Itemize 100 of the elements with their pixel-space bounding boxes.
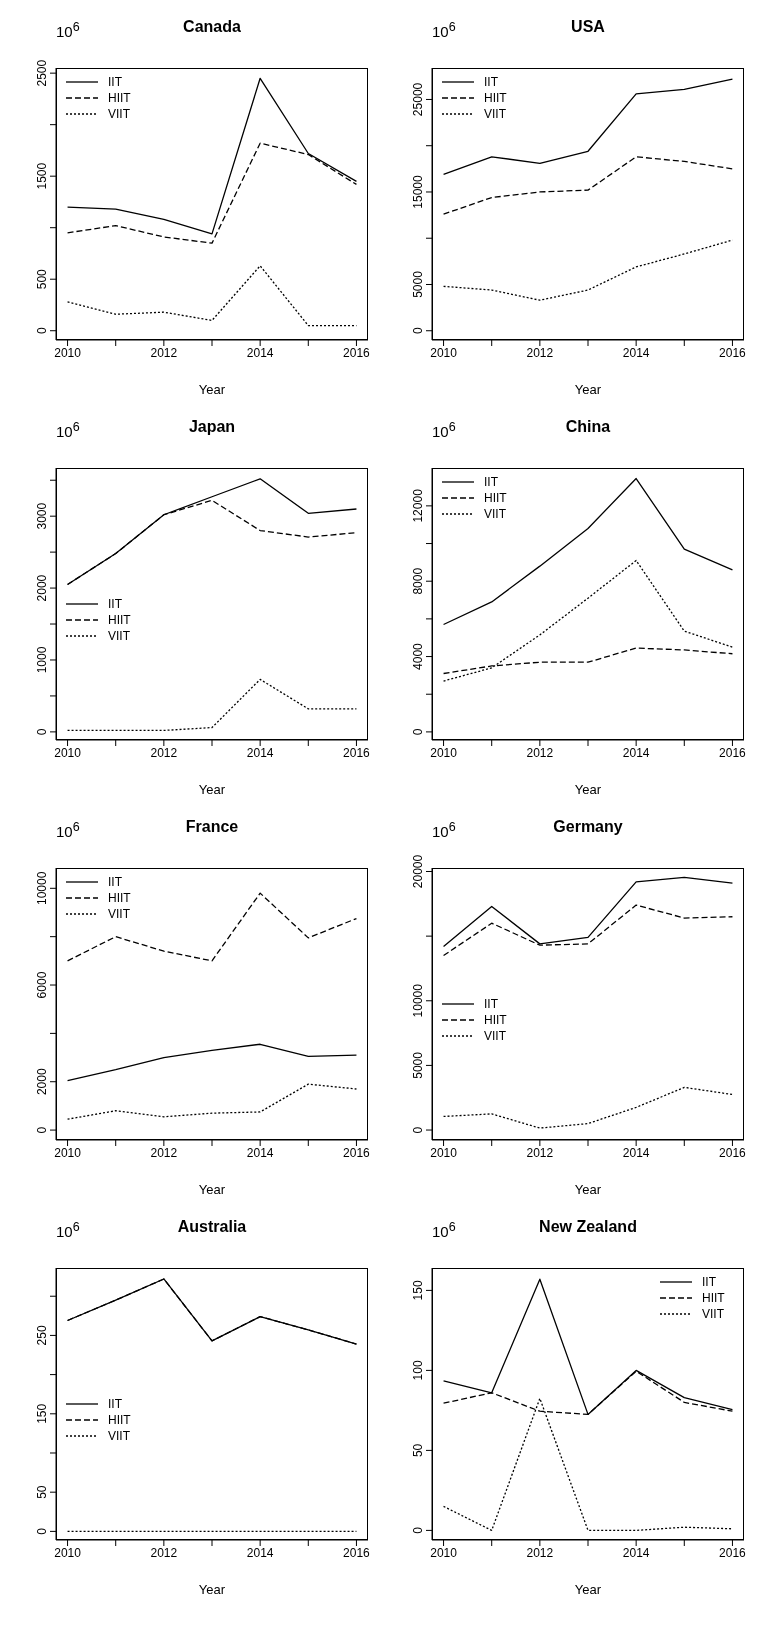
x-axis-title: Year	[574, 382, 602, 397]
legend-label: VIIT	[484, 507, 507, 521]
line-series	[66, 892, 358, 962]
x-tick-label: 2014	[622, 1145, 650, 1160]
y-tick-label: 10000	[411, 983, 425, 1018]
y-tick-label: 10000	[35, 871, 49, 905]
x-tick-label: 2014	[246, 1545, 274, 1560]
line-series	[442, 239, 734, 301]
legend-label: VIIT	[484, 1029, 507, 1043]
line-series	[442, 78, 734, 176]
text: 10$^{6}$	[432, 1220, 456, 1240]
legend-label: HIIT	[108, 613, 131, 627]
x-tick-label: 2010	[54, 1145, 82, 1160]
y-tick-label: 0	[35, 1126, 49, 1134]
chart-title: Australia	[177, 1218, 247, 1235]
y-tick-label: 25000	[411, 82, 425, 117]
text: 10$^{6}$	[56, 420, 80, 440]
x-axis-title: Year	[198, 1582, 226, 1597]
x-tick-label: 2010	[54, 745, 82, 760]
legend-label: IIT	[702, 1275, 716, 1289]
x-tick-label: 2010	[430, 1545, 458, 1560]
legend-label: VIIT	[108, 1429, 131, 1443]
y-tick-label: 0	[411, 1126, 425, 1134]
x-tick-label: 2016	[343, 1145, 371, 1160]
y-tick-label: 8000	[411, 567, 425, 595]
y-tick-label: 0	[35, 728, 49, 736]
legend-label: HIIT	[108, 91, 131, 105]
x-tick-label: 2012	[150, 345, 178, 360]
y-tick-label: 150	[411, 1280, 425, 1301]
text: 10$^{6}$	[56, 20, 80, 40]
y-tick-label: 500	[35, 268, 49, 290]
y-tick-label: 2500	[35, 59, 49, 87]
legend-label: VIIT	[108, 907, 131, 921]
legend-label: VIIT	[108, 107, 131, 121]
legend-label: IIT	[484, 475, 498, 489]
x-tick-label: 2016	[719, 1545, 747, 1560]
x-tick-label: 2010	[54, 345, 82, 360]
line-series	[442, 477, 734, 626]
y-tick-label: 0	[35, 327, 49, 335]
legend-label: VIIT	[108, 629, 131, 643]
x-axis-title: Year	[198, 1182, 226, 1197]
x-tick-label: 2014	[622, 1545, 650, 1560]
chart-title: New Zealand	[539, 1218, 637, 1235]
text: 10$^{6}$	[432, 420, 456, 440]
legend-label: IIT	[108, 875, 122, 889]
x-axis-title: Year	[574, 1182, 602, 1197]
y-tick-label: 2000	[35, 1068, 49, 1096]
x-tick-label: 2016	[343, 345, 371, 360]
legend-label: HIIT	[108, 891, 131, 905]
x-tick-label: 2014	[622, 745, 650, 760]
legend-label: VIIT	[702, 1307, 725, 1321]
y-tick-label: 0	[411, 728, 425, 736]
chart-title: France	[185, 818, 239, 835]
y-tick-label: 2000	[35, 574, 49, 602]
text: 10$^{6}$	[432, 820, 456, 840]
y-tick-label: 3000	[35, 502, 49, 530]
x-axis-title: Year	[198, 782, 226, 797]
line-series	[442, 156, 734, 215]
text: 10$^{6}$	[432, 20, 456, 40]
line-series	[66, 1083, 358, 1120]
line-series	[442, 559, 734, 682]
chart-title: Japan	[188, 418, 236, 435]
y-tick-label: 15000	[411, 174, 425, 209]
x-tick-label: 2016	[719, 1145, 747, 1160]
y-tick-label: 150	[35, 1403, 49, 1424]
chart-title: China	[565, 418, 611, 435]
x-tick-label: 2014	[622, 345, 650, 360]
y-tick-label: 250	[35, 1325, 49, 1346]
legend-label: HIIT	[108, 1413, 131, 1427]
x-tick-label: 2012	[526, 1545, 554, 1560]
chart-title: USA	[571, 18, 605, 35]
text: 10$^{6}$	[56, 820, 80, 840]
x-tick-label: 2010	[430, 1145, 458, 1160]
y-tick-label: 100	[411, 1360, 425, 1381]
x-tick-label: 2012	[150, 1145, 178, 1160]
y-tick-label: 6000	[35, 971, 49, 999]
legend-label: HIIT	[484, 91, 507, 105]
x-tick-label: 2012	[526, 1145, 554, 1160]
line-series	[66, 1043, 358, 1082]
y-tick-label: 5000	[411, 270, 425, 298]
x-tick-label: 2010	[430, 345, 458, 360]
legend-label: IIT	[108, 75, 122, 89]
legend-label: IIT	[484, 75, 498, 89]
line-series	[66, 678, 358, 732]
legend-label: HIIT	[484, 1013, 507, 1027]
x-tick-label: 2014	[246, 345, 274, 360]
y-tick-label: 0	[35, 1527, 49, 1535]
legend-label: HIIT	[702, 1291, 725, 1305]
x-tick-label: 2016	[719, 345, 747, 360]
x-axis-title: Year	[574, 1582, 602, 1597]
y-tick-label: 20000	[411, 854, 425, 889]
y-tick-label: 0	[411, 1526, 425, 1534]
x-tick-label: 2016	[343, 1545, 371, 1560]
y-tick-label: 4000	[411, 642, 425, 670]
x-tick-label: 2012	[150, 1545, 178, 1560]
y-tick-label: 1500	[35, 162, 49, 190]
y-tick-label: 50	[411, 1443, 425, 1458]
legend-label: IIT	[108, 1397, 122, 1411]
x-axis-title: Year	[574, 782, 602, 797]
y-tick-label: 12000	[411, 488, 425, 523]
